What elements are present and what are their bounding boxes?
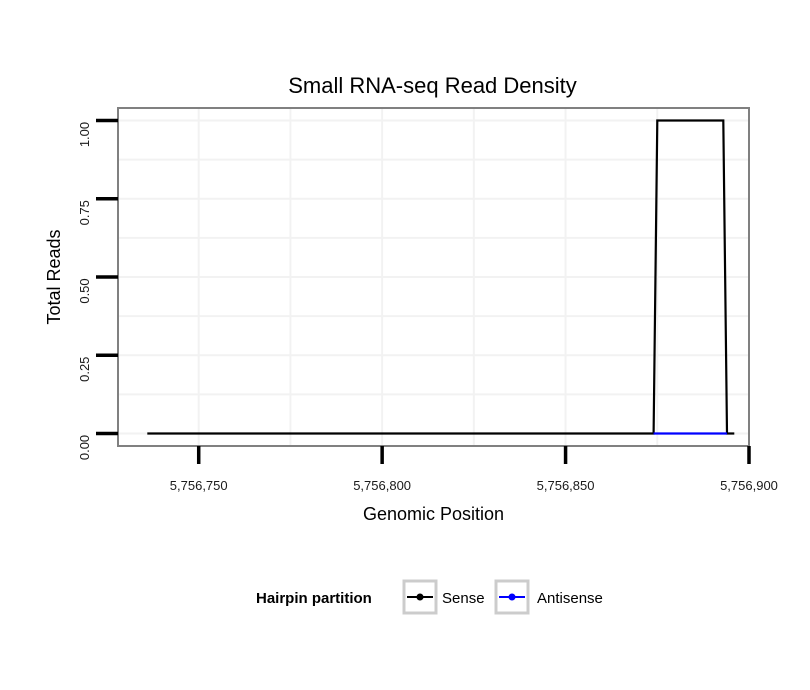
y-tick-label: 0.00 [77,435,92,460]
legend-label-sense: Sense [442,590,485,607]
x-tick-label: 5,756,900 [720,478,778,493]
x-tick-label: 5,756,850 [537,478,595,493]
y-axis-title: Total Reads [44,229,64,324]
y-tick-label: 0.50 [77,278,92,303]
x-axis-title: Genomic Position [363,504,504,524]
legend-dot-antisense [508,593,516,601]
legend-label-antisense: Antisense [537,590,603,607]
x-tick-label: 5,756,750 [170,478,228,493]
legend-title: Hairpin partition [256,590,372,607]
legend-dot-sense [416,593,424,601]
y-tick-label: 0.75 [77,200,92,225]
series-line-sense [147,119,735,435]
y-tick-label: 0.25 [77,357,92,382]
x-tick-label: 5,756,800 [353,478,411,493]
chart-title: Small RNA-seq Read Density [288,73,577,98]
plot-panel: 5,756,750 5,756,800 5,756,850 5,756,900 0.00… [77,107,778,493]
legend: Sense Antisense [402,579,603,615]
y-tick-label: 1.00 [77,122,92,147]
